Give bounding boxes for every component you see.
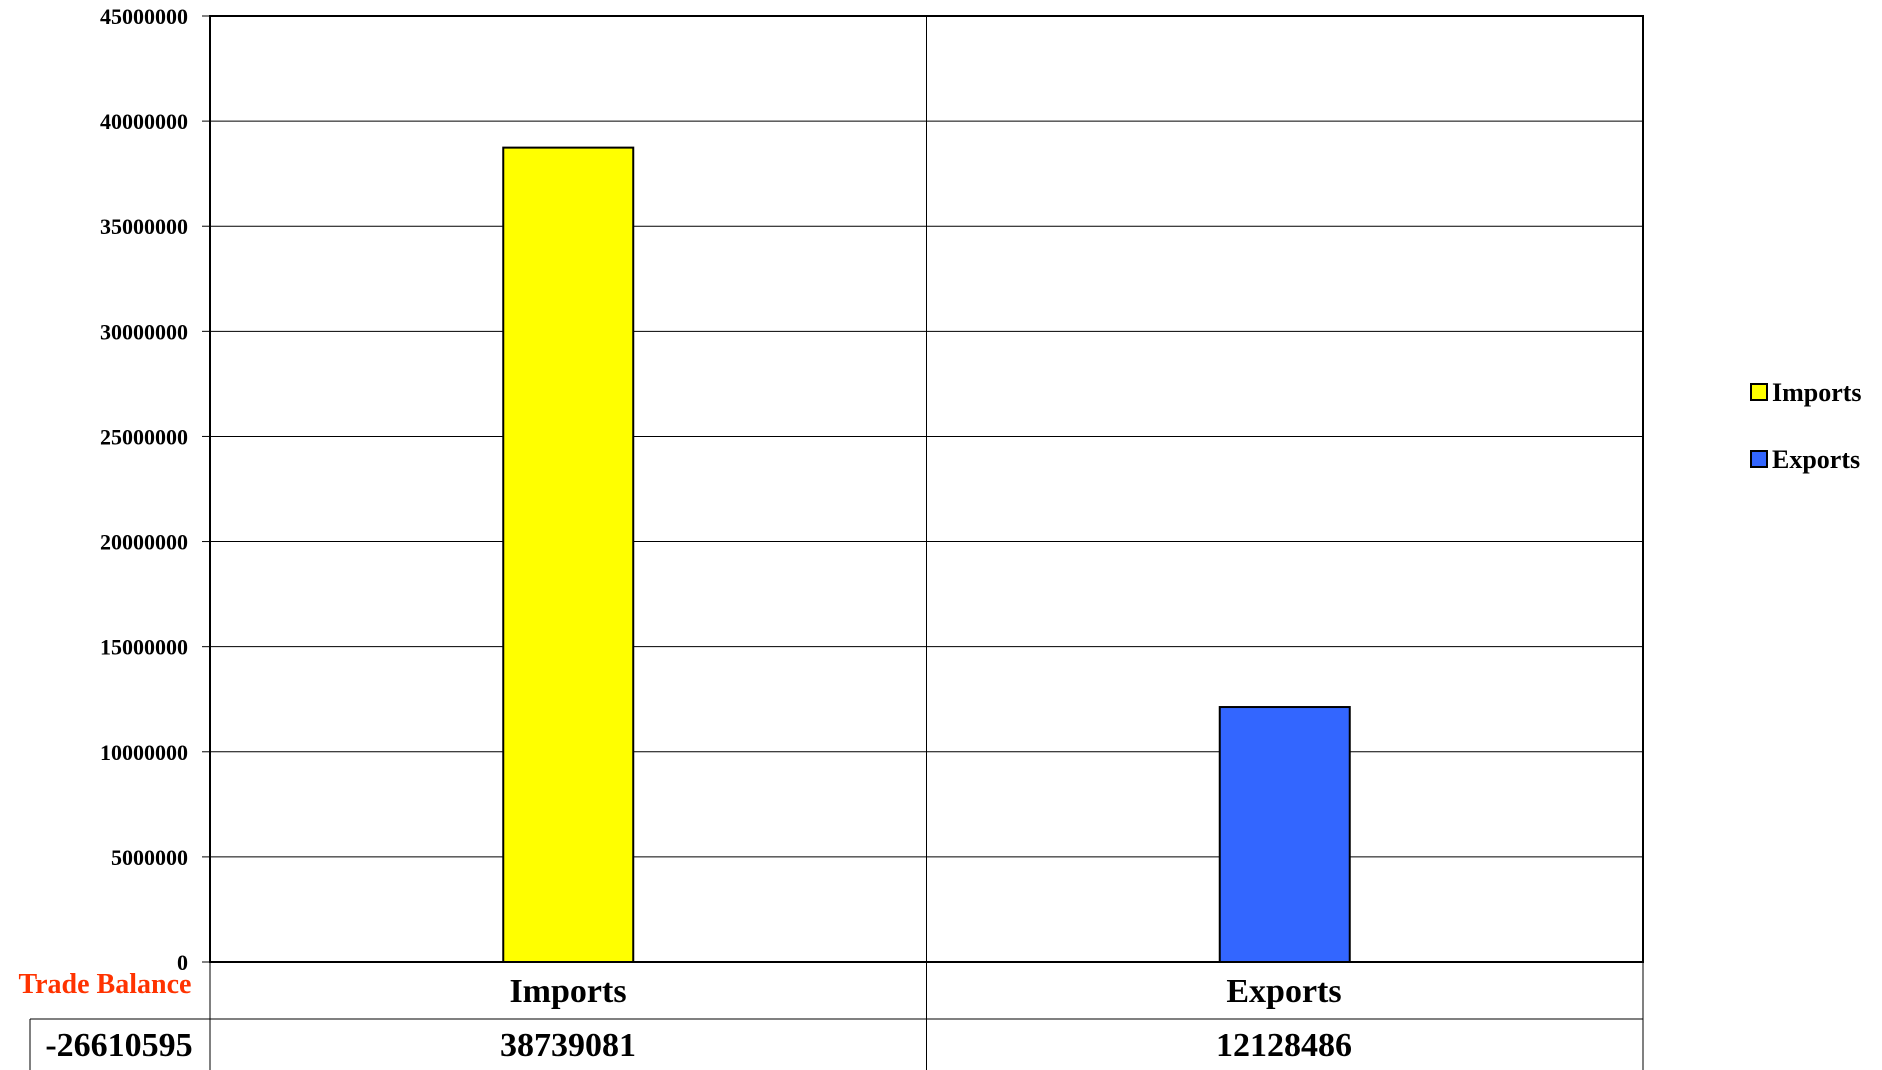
trade-balance-value: -26610595 <box>45 1027 192 1064</box>
data-table: Trade Balance -26610595 Imports Exports … <box>19 969 1352 1064</box>
y-axis-tick-labels: 0 5000000 10000000 15000000 20000000 25000000… <box>100 4 188 975</box>
bar-exports <box>1218 706 1351 964</box>
legend-swatch-imports <box>1750 383 1768 401</box>
category-label-imports: Imports <box>509 973 626 1010</box>
plot-frame <box>209 15 1644 963</box>
y-tick-label: 25000000 <box>100 424 188 449</box>
gridlines <box>210 15 1643 1070</box>
legend-label-imports: Imports <box>1772 378 1862 407</box>
axes <box>29 15 1644 1070</box>
y-tick-label: 40000000 <box>100 109 188 134</box>
y-tick-label: 45000000 <box>100 4 188 29</box>
value-label-imports: 38739081 <box>500 1027 636 1064</box>
legend: Imports Exports <box>1750 378 1862 474</box>
category-label-exports: Exports <box>1226 973 1341 1010</box>
y-tick-label: 20000000 <box>100 530 188 555</box>
bars <box>502 146 1351 964</box>
legend-label-exports: Exports <box>1772 445 1860 474</box>
y-tick-label: 15000000 <box>100 635 188 660</box>
trade-balance-header: Trade Balance <box>19 969 192 1000</box>
y-tick-label: 5000000 <box>111 845 188 870</box>
legend-swatch-exports <box>1750 450 1768 468</box>
y-tick-label: 35000000 <box>100 214 188 239</box>
y-tick-label: 10000000 <box>100 740 188 765</box>
y-tick-label: 0 <box>177 950 188 975</box>
value-label-exports: 12128486 <box>1216 1027 1352 1064</box>
bar-imports <box>502 146 635 964</box>
y-tick-label: 30000000 <box>100 319 188 344</box>
